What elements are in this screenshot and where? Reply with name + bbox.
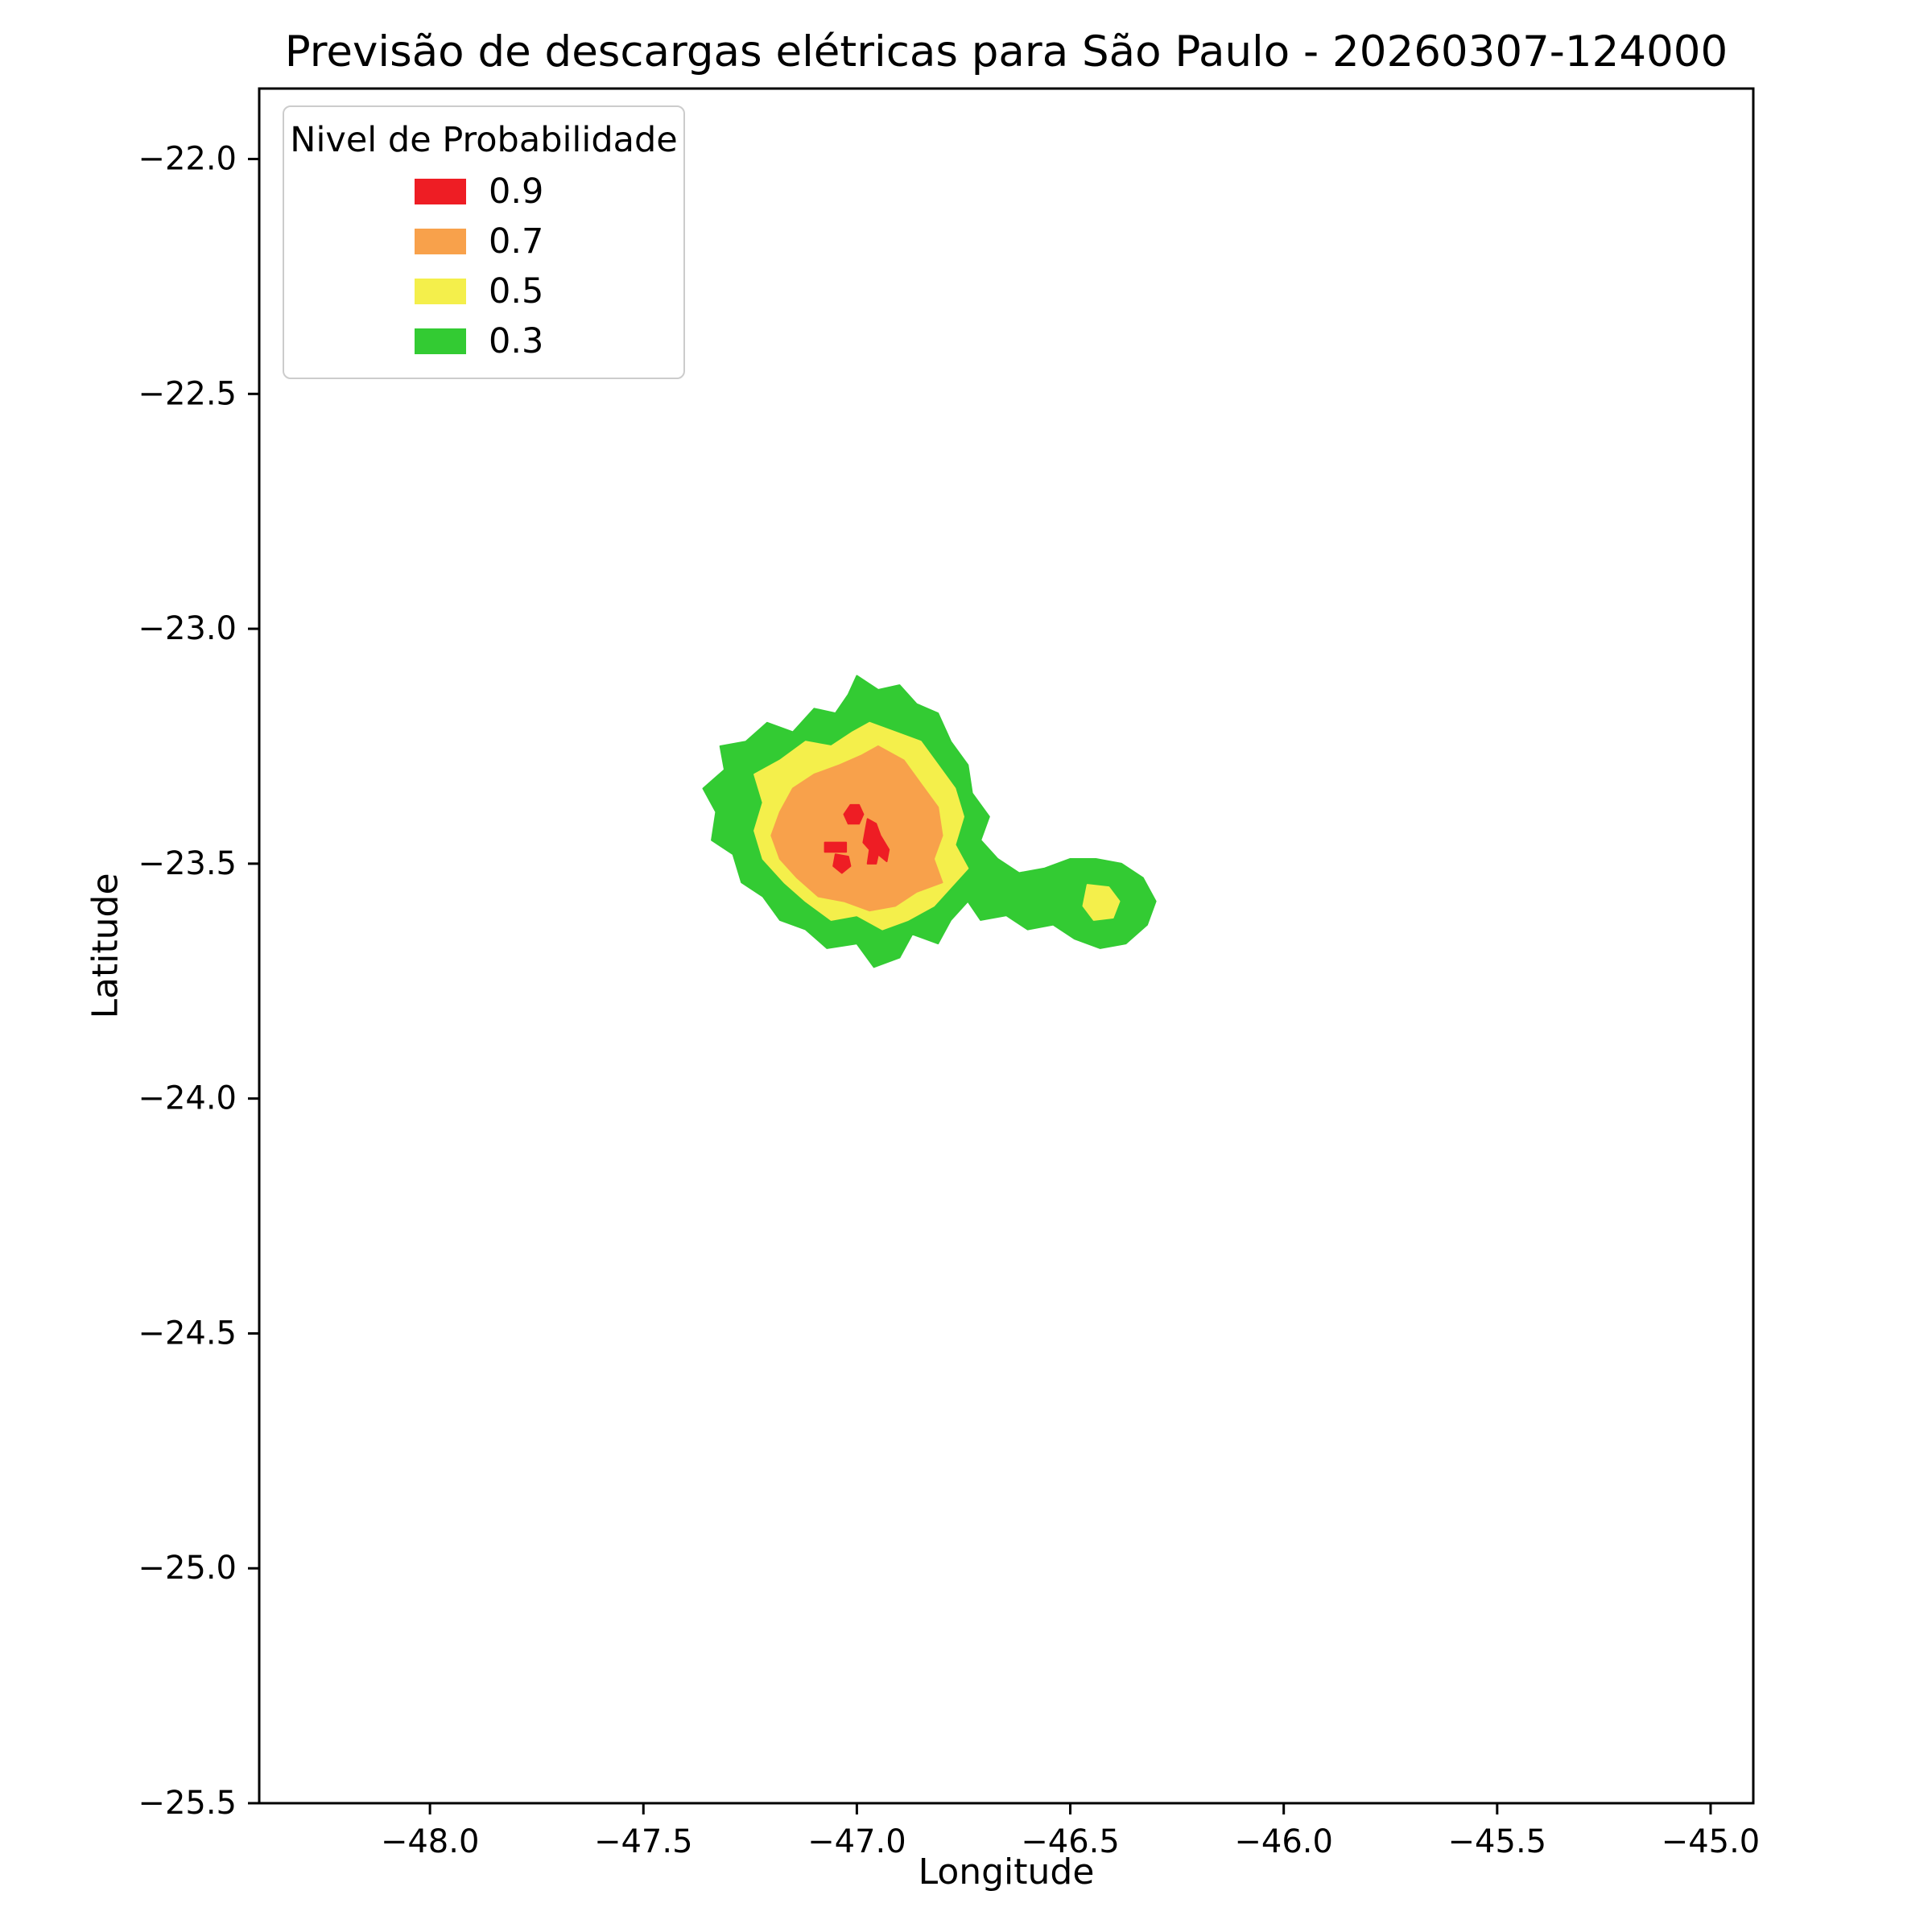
- plot-border: [258, 87, 1755, 1805]
- legend-entry: 0.3: [415, 316, 553, 366]
- legend-label: 0.3: [489, 321, 544, 361]
- legend-swatch: [415, 229, 466, 254]
- legend-label: 0.9: [489, 171, 544, 212]
- x-tick-label: −46.0: [1234, 1823, 1333, 1860]
- y-tick-label: −24.0: [138, 1080, 237, 1117]
- legend-swatch: [415, 328, 466, 354]
- legend-entry: 0.7: [415, 217, 553, 266]
- chart-title: Previsão de descargas elétricas para São…: [284, 27, 1728, 76]
- legend-label: 0.7: [489, 221, 544, 262]
- x-tick-label: −45.0: [1662, 1823, 1761, 1860]
- y-tick-label: −23.5: [138, 845, 237, 882]
- x-axis-label: Longitude: [918, 1852, 1095, 1893]
- contour-region-0.5: [1082, 884, 1121, 921]
- legend-swatch: [415, 179, 466, 204]
- x-tick-label: −47.5: [594, 1823, 693, 1860]
- y-tick-label: −25.5: [138, 1785, 237, 1822]
- contour-region-0.9: [832, 853, 852, 874]
- contour-region-0.9: [824, 841, 848, 853]
- y-tick-label: −23.0: [138, 610, 237, 647]
- contour-region-0.9: [862, 818, 890, 865]
- legend-title: Nivel de Probabilidade: [290, 120, 678, 160]
- x-tick-label: −45.5: [1448, 1823, 1547, 1860]
- y-axis-label: Latitude: [85, 873, 126, 1019]
- legend-entries: 0.9 0.7 0.5 0.3: [415, 167, 553, 366]
- legend-swatch: [415, 279, 466, 304]
- x-tick-label: −47.0: [807, 1823, 906, 1860]
- legend-entry: 0.9: [415, 167, 553, 217]
- x-tick-label: −48.0: [381, 1823, 480, 1860]
- y-tick-label: −22.5: [138, 375, 237, 412]
- x-tick-label: −46.5: [1021, 1823, 1120, 1860]
- legend: Nivel de Probabilidade 0.9 0.7 0.5 0.3: [283, 105, 685, 379]
- legend-label: 0.5: [489, 271, 544, 312]
- y-tick-label: −24.5: [138, 1315, 237, 1352]
- y-tick-label: −25.0: [138, 1550, 237, 1587]
- contour-region-0.7: [770, 745, 943, 912]
- legend-entry: 0.5: [415, 266, 553, 316]
- contour-region-0.9: [843, 803, 865, 825]
- y-tick-label: −22.0: [138, 141, 237, 178]
